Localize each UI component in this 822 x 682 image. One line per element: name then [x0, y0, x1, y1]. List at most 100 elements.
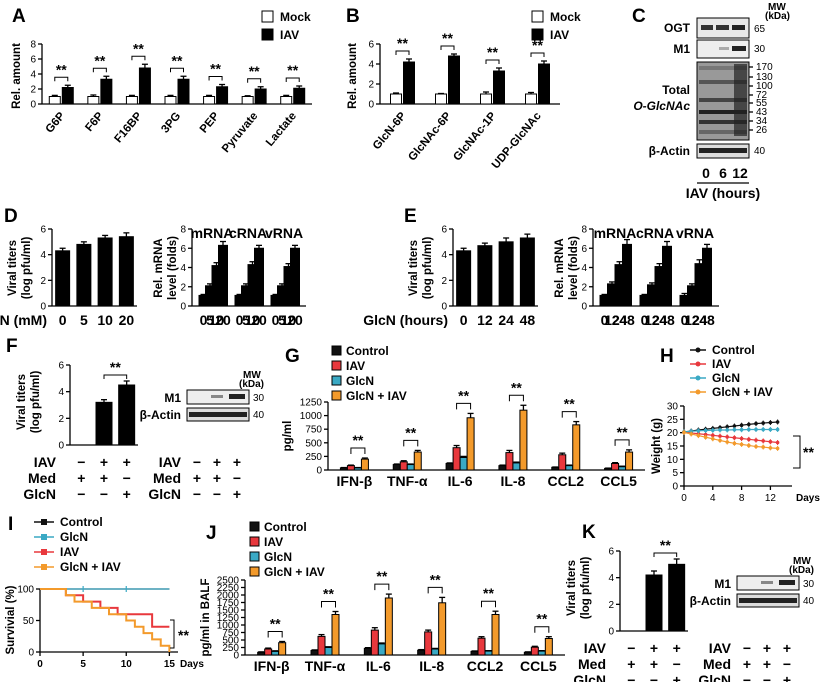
i-sig-bracket: [170, 619, 175, 649]
e-rna-xtick-2-0: 0: [681, 312, 689, 328]
e-rna-ytick-label-0: 0: [581, 302, 587, 313]
g-sig-5-bracket: [614, 439, 630, 446]
d-titer-ytick-label-1: 2: [40, 276, 46, 287]
c-ogt-band-1: [716, 25, 729, 30]
a-sig-2-bracket: [131, 55, 146, 61]
b-ytick-label-0: 0: [368, 100, 374, 111]
j-sig-0-bracket: [267, 631, 283, 638]
a-cat-3: 3PG: [159, 110, 183, 135]
c-lane-0: 0: [702, 165, 710, 181]
j-ytick-label-4: 1000: [217, 621, 240, 632]
d-rna-xtick-1-3: 20: [251, 312, 267, 328]
g-legend-0: Control: [346, 344, 389, 358]
e-titer-bar-1: [477, 245, 493, 307]
h-point-3-0: [682, 430, 686, 435]
a-ytick-label-1: 2: [30, 85, 36, 96]
g-bar-2-2: [459, 456, 468, 471]
f-actin-band: [189, 412, 247, 417]
d-titer-xtick-0: 0: [59, 312, 67, 328]
c-band-name-oglcnac: O-GlcNAc: [633, 99, 690, 113]
d-titer-xtick-2: 10: [97, 312, 113, 328]
h-point-0-10: [754, 421, 758, 426]
a-bar-iav-1: [100, 78, 113, 105]
g-bar-1-5: [611, 462, 620, 471]
a-ytick-label-4: 8: [30, 40, 36, 51]
j-legend-1: IAV: [264, 535, 283, 549]
j-ylabel: pg/ml in BALF: [200, 579, 212, 657]
a-sig-1-bracket: [92, 67, 107, 73]
h-point-2-10: [754, 427, 758, 432]
i-legend-marker-0: [41, 519, 47, 525]
d-titer-xtick-3: 20: [119, 312, 135, 328]
i-legend-marker-3: [41, 564, 47, 570]
panel-c: C MW(kDa) OGT 65 M1 30 Total O-GlcNAc 1701301007…: [632, 2, 790, 201]
i-legend-2: IAV: [60, 545, 79, 559]
d-rna-title-0: mRNA: [191, 225, 234, 241]
h-point-2-5: [718, 428, 722, 432]
h-legend-0: Control: [712, 343, 755, 357]
k-mark-0-1: +: [650, 640, 658, 656]
e-xlabel: GlcN (hours): [363, 312, 448, 328]
k-blot-row-0: IAV: [709, 640, 732, 656]
b-bar-iav-2: [493, 70, 505, 105]
i-xtick-label-0: 0: [37, 659, 43, 670]
j-cat-4: CCL2: [467, 658, 504, 674]
d-rna-xtick-0-3: 20: [215, 312, 231, 328]
c-lane-1: 6: [719, 165, 727, 181]
j-bar-3-0: [278, 642, 287, 656]
k-mark-0-0: −: [627, 640, 635, 656]
h-sig-bracket: [793, 435, 801, 469]
a-cat-2: F16BP: [113, 110, 145, 145]
j-ytick-label-0: 0: [233, 651, 239, 662]
a-bar-mock-1: [87, 96, 100, 105]
f-ylabel2: (log pfu/ml): [30, 371, 42, 434]
h-point-3-3: [703, 435, 708, 440]
c-mw-m1: 30: [754, 44, 766, 55]
c-ogt-band-2: [732, 25, 745, 30]
j-legend-swatch-3: [249, 566, 260, 577]
k-band-name-m1: M1: [714, 577, 731, 591]
j-sig-1-bracket: [321, 601, 336, 608]
j-bar-3-1: [331, 614, 340, 656]
d-rna-xtick-2-1: 5: [278, 312, 286, 328]
c-mw-og-6: 34: [756, 116, 768, 127]
j-sig-4-stars: **: [483, 585, 494, 601]
g-bar-2-5: [618, 466, 627, 471]
h-point-1-7: [732, 435, 737, 440]
k-ytick-label-3: 6: [608, 547, 614, 558]
i-ytick-label-1: 50: [23, 616, 35, 627]
g-bar-0-4: [551, 466, 560, 471]
g-bar-0-3: [498, 465, 507, 471]
c-mw-og-5: 43: [756, 107, 768, 118]
c-oglcnac-band-3: [699, 110, 747, 114]
e-rna-title-2: vRNA: [676, 225, 714, 241]
g-sig-3-bracket: [508, 394, 524, 402]
h-point-2-7: [732, 427, 737, 432]
k-m1-band-1: [761, 581, 773, 584]
e-rna-xtick-0-1: 12: [604, 312, 620, 328]
k-blot-mark-0-1: +: [763, 640, 771, 656]
h-point-3-9: [747, 443, 751, 448]
f-mark-1-2: −: [123, 470, 131, 486]
j-sig-3-bracket: [427, 586, 443, 594]
e-titer-ytick-label-3: 6: [441, 225, 447, 236]
a-bar-iav-3: [177, 78, 190, 105]
c-band-name-ogt: OGT: [664, 21, 691, 35]
g-ytick-label-0: 0: [316, 466, 322, 477]
j-bar-2-0: [271, 650, 280, 656]
h-point-2-12: [768, 427, 773, 432]
d-rna-xtick-1-1: 5: [242, 312, 250, 328]
j-ytick-label-10: 2500: [217, 576, 240, 587]
k-bar-1: [645, 574, 663, 632]
g-ytick-label-4: 1000: [300, 411, 323, 422]
a-cat-6: Lactate: [264, 110, 299, 149]
h-point-0-12: [768, 420, 773, 425]
d-rna-title-1: cRNA: [229, 225, 267, 241]
j-bar-3-5: [544, 638, 553, 656]
h-ytick-label-3: 15: [667, 442, 679, 453]
panel-g-label: G: [285, 346, 300, 367]
e-rna-xtick-2-2: 24: [692, 312, 708, 328]
f-mw-top: MW: [243, 370, 261, 381]
